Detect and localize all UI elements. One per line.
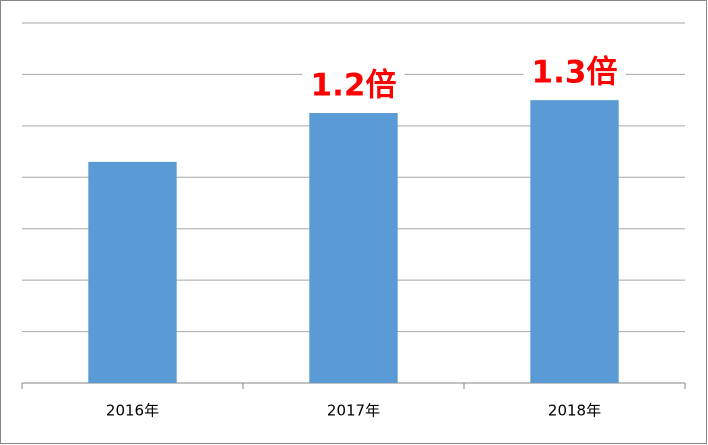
annotation: 1.3倍 [532,55,618,91]
bar [309,113,398,383]
bar [88,161,177,383]
annotation: 1.2倍 [311,68,397,104]
annotation-background [302,67,405,104]
x-tick-label: 2016年 [106,402,159,420]
x-tick-label: 2018年 [548,402,601,420]
x-tick-label: 2017年 [327,402,380,420]
bar [530,100,619,384]
annotation-background [523,54,626,91]
